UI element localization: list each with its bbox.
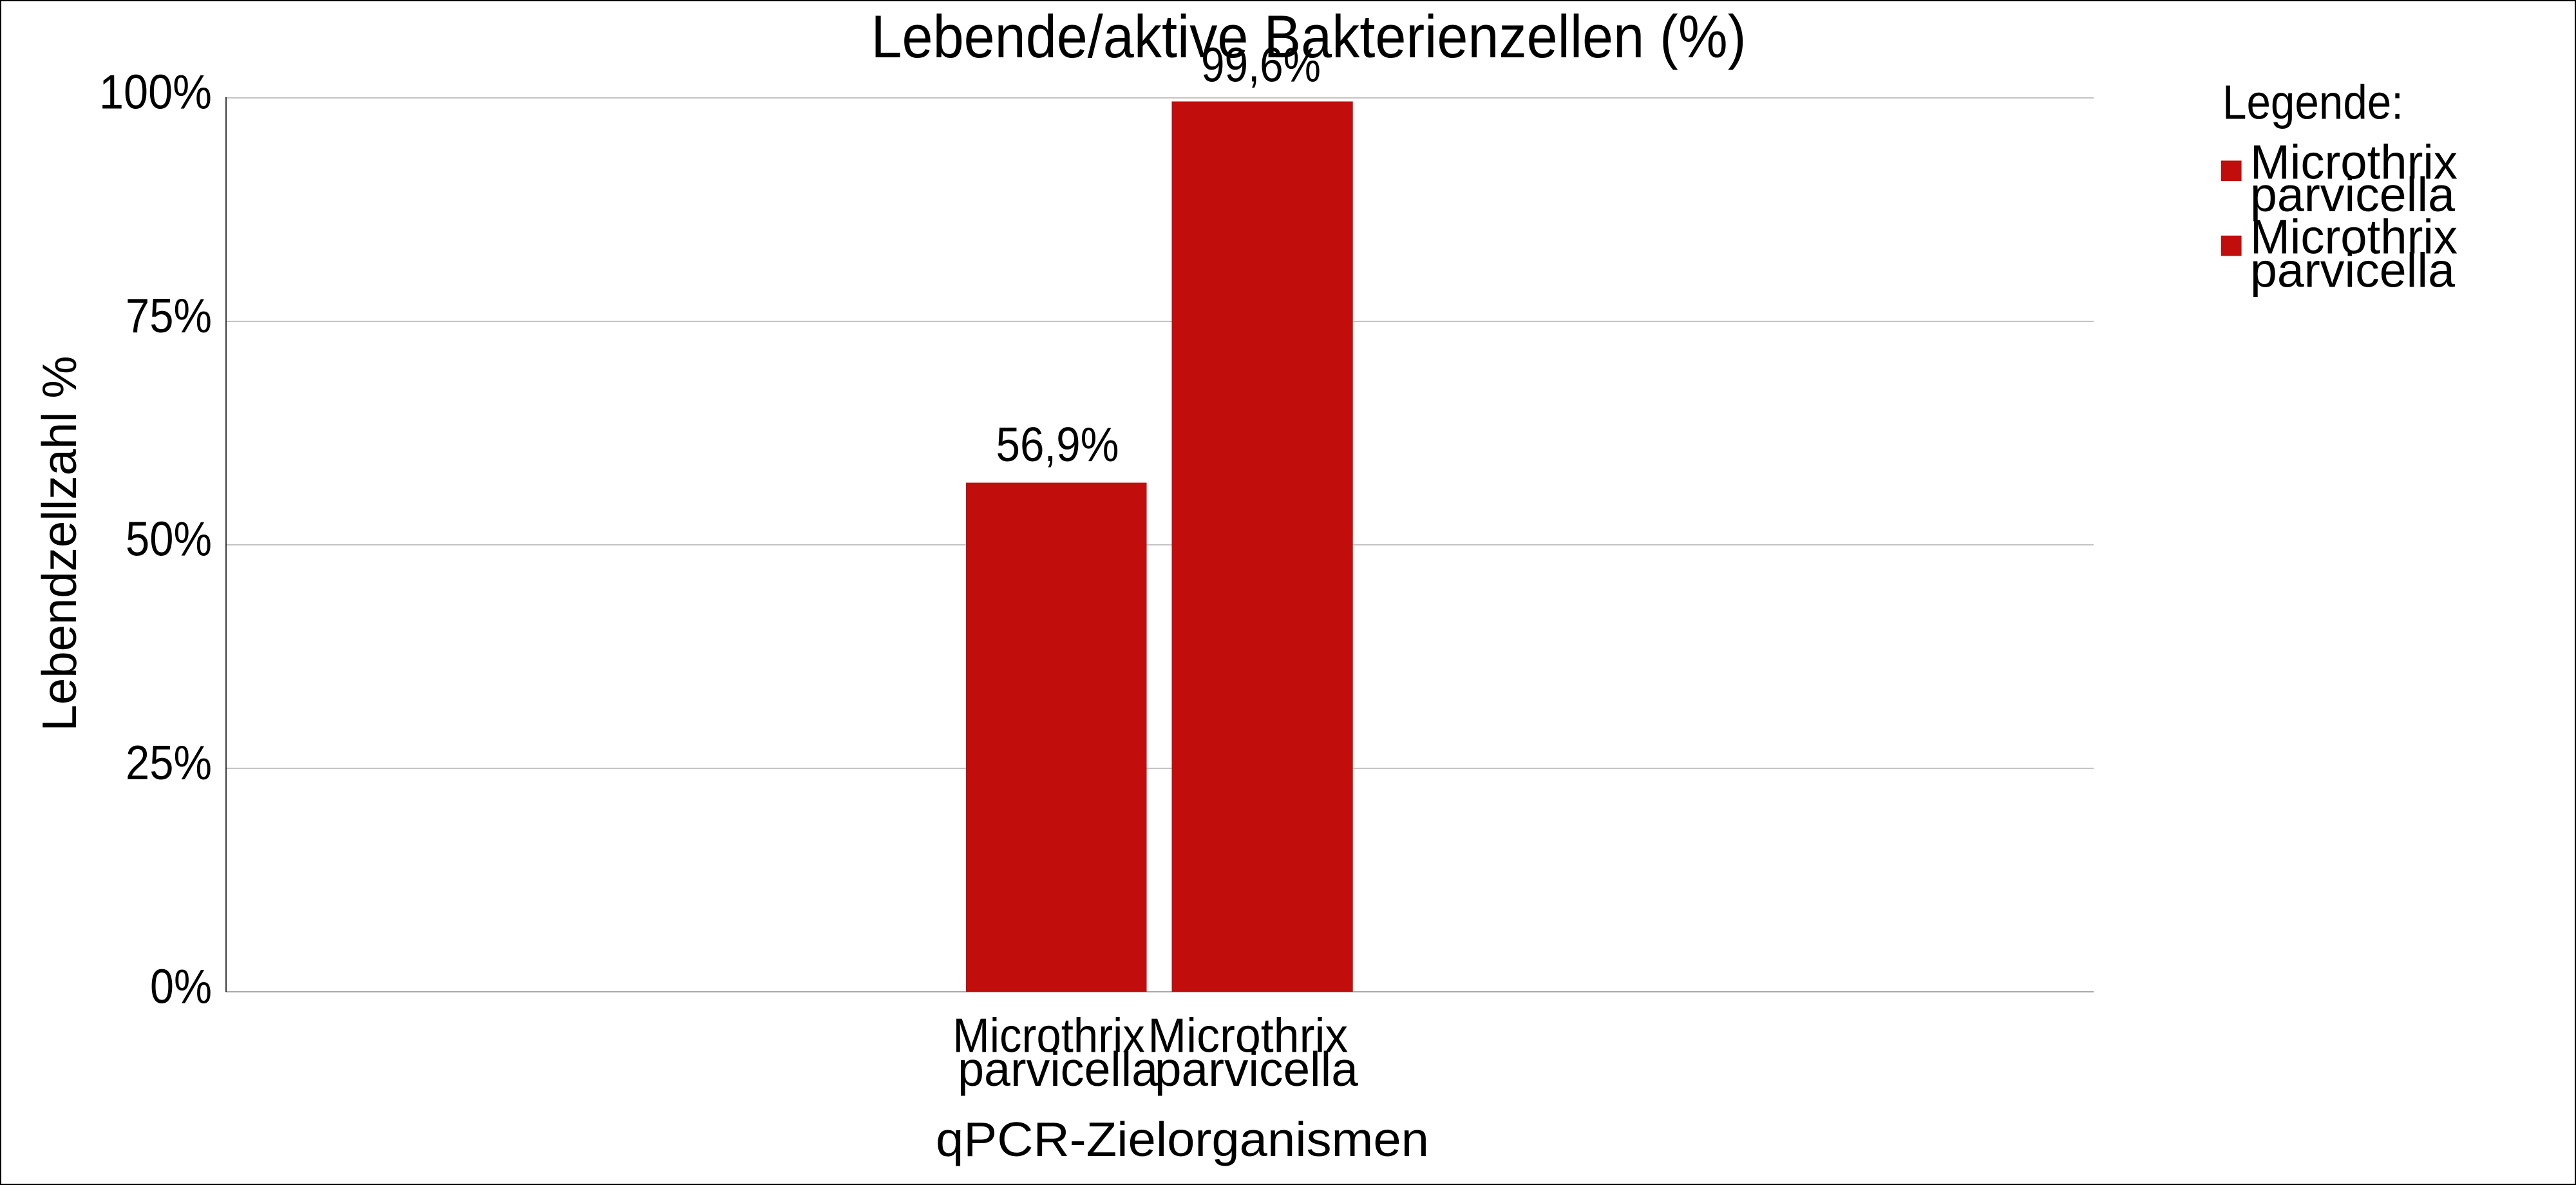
svg-text:100%: 100% bbox=[99, 65, 212, 119]
svg-text:75%: 75% bbox=[126, 289, 212, 343]
svg-text:Microthrix: Microthrix bbox=[2250, 210, 2458, 264]
svg-text:99,6%: 99,6% bbox=[1201, 38, 1321, 92]
svg-text:Legende:: Legende: bbox=[2222, 75, 2403, 129]
svg-text:parvicella: parvicella bbox=[958, 1042, 1158, 1096]
svg-text:Lebendzellzahl %: Lebendzellzahl % bbox=[32, 356, 86, 732]
svg-text:qPCR-Zielorganismen: qPCR-Zielorganismen bbox=[936, 1112, 1429, 1166]
svg-text:Microthrix: Microthrix bbox=[1148, 1009, 1348, 1063]
svg-text:parvicella: parvicella bbox=[2250, 243, 2455, 298]
svg-text:Microthrix: Microthrix bbox=[952, 1009, 1144, 1063]
svg-text:50%: 50% bbox=[126, 512, 212, 566]
svg-text:parvicella: parvicella bbox=[2250, 167, 2455, 222]
svg-text:Microthrix: Microthrix bbox=[2250, 135, 2458, 189]
svg-text:0%: 0% bbox=[150, 960, 212, 1014]
svg-text:parvicella: parvicella bbox=[1155, 1042, 1358, 1096]
svg-text:56,9%: 56,9% bbox=[996, 417, 1119, 471]
svg-text:25%: 25% bbox=[126, 735, 212, 790]
svg-text:Lebende/aktive Bakterienzellen: Lebende/aktive Bakterienzellen (%) bbox=[871, 3, 1747, 70]
